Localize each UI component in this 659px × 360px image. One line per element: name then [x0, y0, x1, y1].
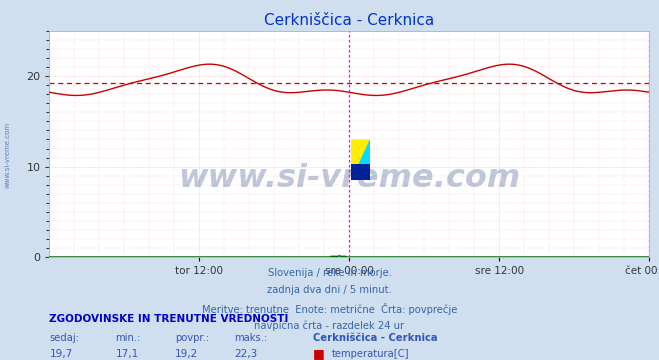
- Text: Cerkniščica - Cerknica: Cerkniščica - Cerknica: [313, 333, 438, 343]
- Text: min.:: min.:: [115, 333, 141, 343]
- Text: www.si-vreme.com: www.si-vreme.com: [178, 162, 521, 194]
- Text: zadnja dva dni / 5 minut.: zadnja dva dni / 5 minut.: [267, 285, 392, 296]
- Text: povpr.:: povpr.:: [175, 333, 209, 343]
- Text: navpična črta - razdelek 24 ur: navpična črta - razdelek 24 ur: [254, 320, 405, 330]
- Text: 19,2: 19,2: [175, 350, 198, 360]
- Text: www.si-vreme.com: www.si-vreme.com: [5, 122, 11, 188]
- Title: Cerkniščica - Cerknica: Cerkniščica - Cerknica: [264, 13, 434, 28]
- Text: maks.:: maks.:: [234, 333, 267, 343]
- Text: Slovenija / reke in morje.: Slovenija / reke in morje.: [268, 268, 391, 278]
- Text: temperatura[C]: temperatura[C]: [331, 350, 409, 360]
- Polygon shape: [351, 164, 370, 180]
- Text: 17,1: 17,1: [115, 350, 138, 360]
- Text: ■: ■: [313, 347, 329, 360]
- Text: sedaj:: sedaj:: [49, 333, 80, 343]
- Polygon shape: [351, 139, 370, 180]
- Text: Meritve: trenutne  Enote: metrične  Črta: povprečje: Meritve: trenutne Enote: metrične Črta: …: [202, 303, 457, 315]
- Polygon shape: [351, 139, 370, 180]
- Text: ZGODOVINSKE IN TRENUTNE VREDNOSTI: ZGODOVINSKE IN TRENUTNE VREDNOSTI: [49, 314, 289, 324]
- Text: 22,3: 22,3: [234, 350, 257, 360]
- Text: 19,7: 19,7: [49, 350, 72, 360]
